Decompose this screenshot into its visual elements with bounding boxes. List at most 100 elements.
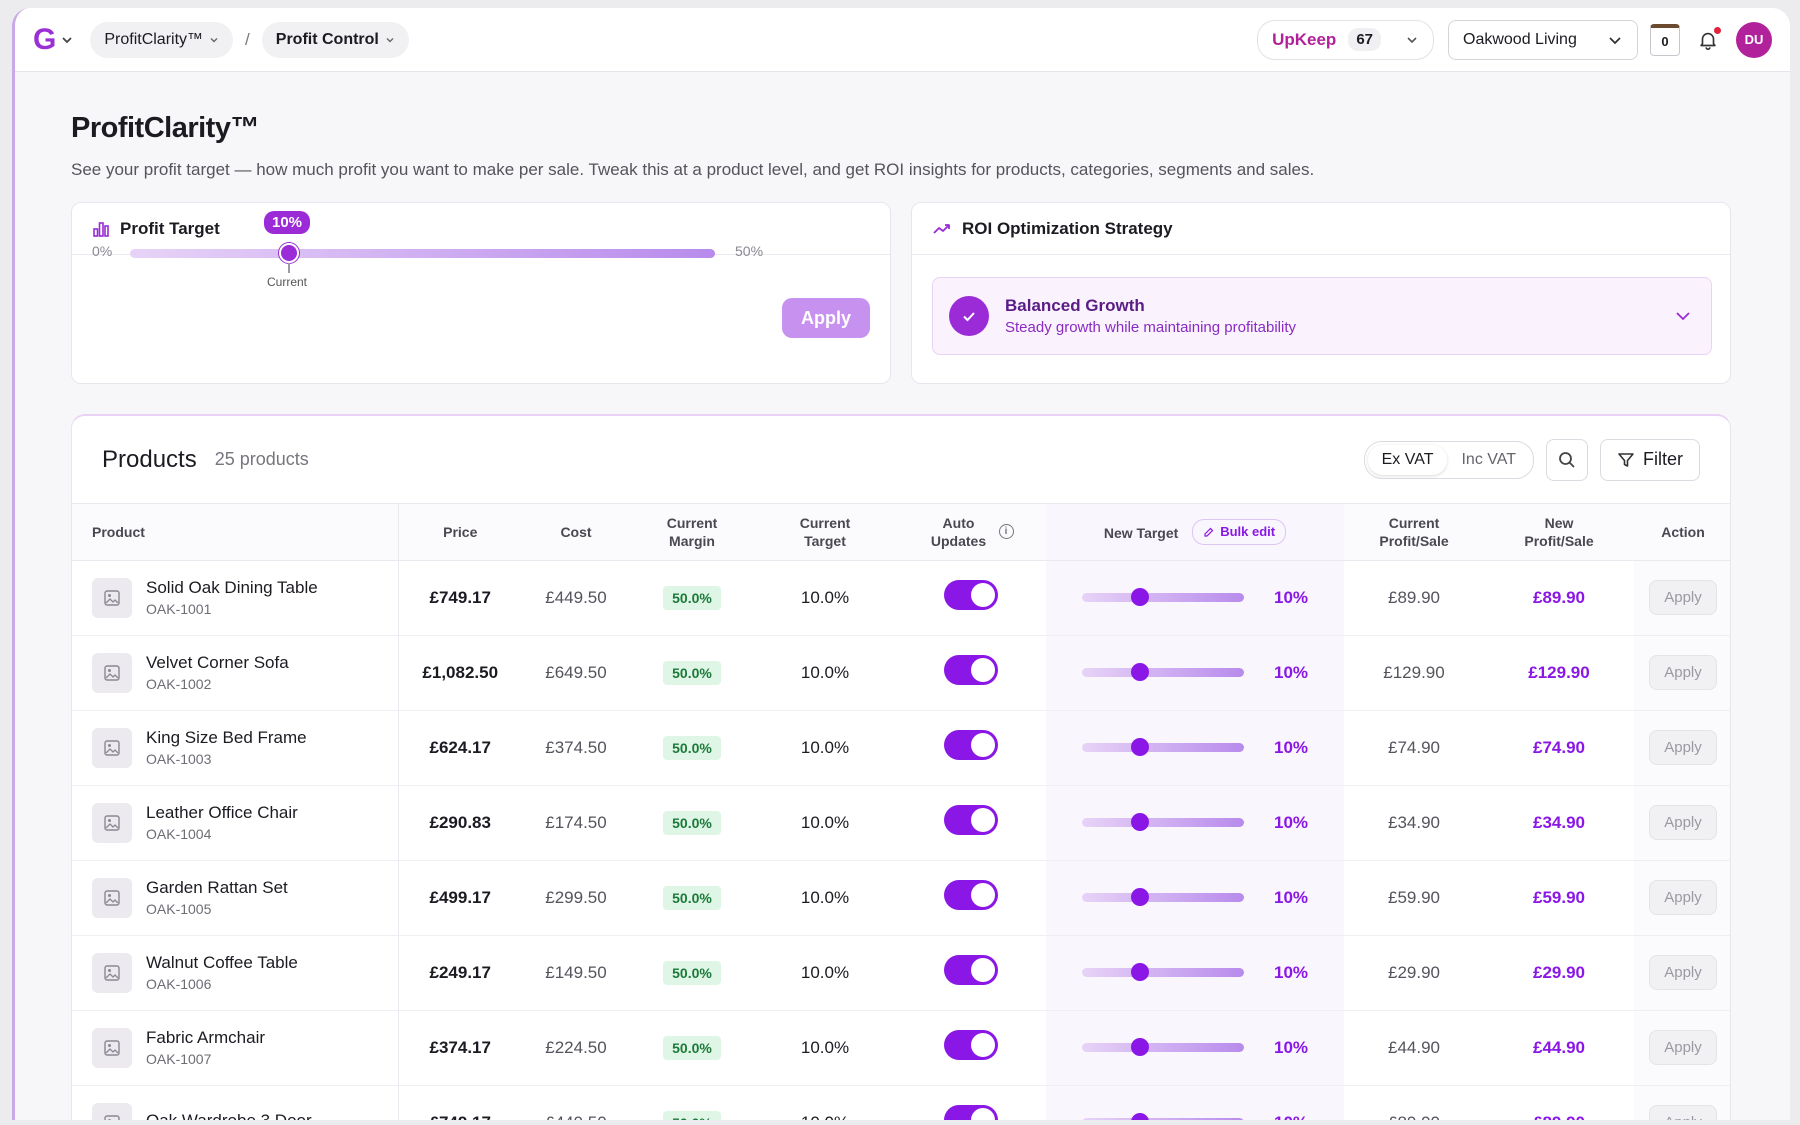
col-header-current-profit[interactable]: Current Profit/Sale xyxy=(1344,504,1484,561)
profit-target-slider[interactable] xyxy=(130,249,715,258)
new-target-slider[interactable] xyxy=(1081,663,1244,681)
margin-badge: 50.0% xyxy=(663,585,721,610)
slider-thumb[interactable] xyxy=(279,243,299,263)
col-header-cost[interactable]: Cost xyxy=(522,504,630,561)
margin-cell: 50.0% xyxy=(630,860,754,936)
apply-row-button[interactable]: Apply xyxy=(1649,955,1717,990)
current-profit-cell: £89.90 xyxy=(1344,560,1484,636)
product-cell[interactable]: Fabric Armchair OAK-1007 xyxy=(72,1010,399,1086)
auto-update-toggle[interactable] xyxy=(944,1030,998,1060)
apply-row-button[interactable]: Apply xyxy=(1649,805,1717,840)
apply-row-button[interactable]: Apply xyxy=(1649,880,1717,915)
breadcrumb-separator: / xyxy=(245,29,250,49)
upkeep-dropdown[interactable]: UpKeep 67 xyxy=(1257,19,1434,60)
apply-row-button[interactable]: Apply xyxy=(1649,1105,1717,1120)
breadcrumb-profitclarity[interactable]: ProfitClarity™ xyxy=(90,21,234,58)
bulk-edit-button[interactable]: Bulk edit xyxy=(1192,518,1287,545)
slider-thumb[interactable] xyxy=(1130,1113,1149,1120)
slider-thumb[interactable] xyxy=(1130,1038,1149,1056)
avatar[interactable]: DU xyxy=(1736,21,1772,58)
new-target-slider[interactable] xyxy=(1081,813,1244,831)
image-placeholder-icon xyxy=(92,877,132,918)
new-profit-cell: £129.90 xyxy=(1484,635,1634,711)
app-window: G ProfitClarity™ / Profit Control UpKeep… xyxy=(12,8,1790,1120)
image-placeholder-icon xyxy=(92,727,132,768)
current-target-cell: 10.0% xyxy=(754,710,896,786)
vat-ex-option[interactable]: Ex VAT xyxy=(1367,444,1448,475)
apply-row-button[interactable]: Apply xyxy=(1649,655,1717,690)
margin-cell: 50.0% xyxy=(630,1085,754,1120)
auto-update-toggle[interactable] xyxy=(944,580,998,610)
product-sku: OAK-1005 xyxy=(146,901,212,917)
auto-update-toggle[interactable] xyxy=(944,880,998,910)
product-cell[interactable]: Walnut Coffee Table OAK-1006 xyxy=(72,935,399,1011)
product-sku: OAK-1007 xyxy=(146,1051,212,1067)
apply-row-button[interactable]: Apply xyxy=(1649,580,1717,615)
edit-icon xyxy=(1204,527,1214,537)
action-cell: Apply xyxy=(1634,560,1730,636)
col-header-product[interactable]: Product xyxy=(72,504,399,561)
product-cell[interactable]: Velvet Corner Sofa OAK-1002 xyxy=(72,635,399,711)
breadcrumb-profit-control[interactable]: Profit Control xyxy=(261,21,409,58)
col-header-price[interactable]: Price xyxy=(398,504,522,561)
auto-updates-cell xyxy=(896,1010,1046,1086)
auto-update-toggle[interactable] xyxy=(944,730,998,760)
info-icon[interactable]: i xyxy=(998,524,1014,540)
slider-thumb[interactable] xyxy=(1130,813,1149,831)
new-target-slider[interactable] xyxy=(1081,1113,1244,1120)
apply-target-button[interactable]: Apply xyxy=(782,298,870,338)
strategy-select[interactable]: Balanced Growth Steady growth while main… xyxy=(932,277,1712,355)
auto-update-toggle[interactable] xyxy=(944,1105,998,1120)
slider-thumb[interactable] xyxy=(1130,663,1149,681)
new-target-slider[interactable] xyxy=(1081,588,1244,606)
search-button[interactable] xyxy=(1546,438,1588,481)
col-header-current-target[interactable]: Current Target xyxy=(754,504,896,561)
roi-header: ROI Optimization Strategy xyxy=(912,203,1730,255)
product-cell[interactable]: King Size Bed Frame OAK-1003 xyxy=(72,710,399,786)
product-cell[interactable]: Leather Office Chair OAK-1004 xyxy=(72,785,399,861)
slider-thumb[interactable] xyxy=(1130,738,1149,756)
margin-cell: 50.0% xyxy=(630,1010,754,1086)
filter-button[interactable]: Filter xyxy=(1600,438,1700,481)
store-name: Oakwood Living xyxy=(1463,30,1577,48)
apply-row-button[interactable]: Apply xyxy=(1649,1030,1717,1065)
auto-update-toggle[interactable] xyxy=(944,955,998,985)
product-name: Walnut Coffee Table xyxy=(146,953,298,972)
notifications-button[interactable] xyxy=(1692,24,1724,56)
col-header-current-margin[interactable]: Current Margin xyxy=(630,504,754,561)
page-title: ProfitClarity™ xyxy=(71,112,259,144)
margin-badge: 50.0% xyxy=(663,1110,721,1120)
store-select[interactable]: Oakwood Living xyxy=(1448,19,1638,60)
new-target-slider[interactable] xyxy=(1081,1038,1244,1056)
calendar-icon[interactable]: 0 xyxy=(1650,23,1680,56)
product-cell[interactable]: Solid Oak Dining Table OAK-1001 xyxy=(72,560,399,636)
upkeep-count-badge: 67 xyxy=(1348,28,1381,51)
app-switcher[interactable]: G xyxy=(33,23,74,57)
new-target-slider[interactable] xyxy=(1081,888,1244,906)
products-header: Products 25 products Ex VAT Inc VAT Filt… xyxy=(72,416,1730,504)
slider-thumb[interactable] xyxy=(1130,588,1149,606)
auto-update-toggle[interactable] xyxy=(944,805,998,835)
col-header-new-profit[interactable]: New Profit/Sale xyxy=(1484,504,1634,561)
slider-thumb[interactable] xyxy=(1130,888,1149,906)
margin-cell: 50.0% xyxy=(630,710,754,786)
auto-update-toggle[interactable] xyxy=(944,655,998,685)
product-name: King Size Bed Frame xyxy=(146,728,307,747)
product-cell[interactable]: Oak Wardrobe 3 Door xyxy=(72,1085,399,1120)
table-row: Velvet Corner Sofa OAK-1002 £1,082.50 £6… xyxy=(72,635,1730,711)
slider-thumb[interactable] xyxy=(1130,963,1149,981)
strategy-name: Balanced Growth xyxy=(1005,296,1145,315)
apply-row-button[interactable]: Apply xyxy=(1649,730,1717,765)
new-target-slider[interactable] xyxy=(1081,738,1244,756)
product-sku: OAK-1001 xyxy=(146,601,212,617)
new-target-slider[interactable] xyxy=(1081,963,1244,981)
new-target-value: 10% xyxy=(1273,587,1309,607)
product-cell[interactable]: Garden Rattan Set OAK-1005 xyxy=(72,860,399,936)
current-profit-cell: £129.90 xyxy=(1344,635,1484,711)
products-card: Products 25 products Ex VAT Inc VAT Filt… xyxy=(71,414,1731,1120)
vat-inc-option[interactable]: Inc VAT xyxy=(1461,450,1516,468)
cost-cell: £449.50 xyxy=(522,1085,630,1120)
cost-cell: £449.50 xyxy=(522,560,630,636)
price-cell: £499.17 xyxy=(398,860,522,936)
page-subtitle: See your profit target — how much profit… xyxy=(71,160,1315,179)
